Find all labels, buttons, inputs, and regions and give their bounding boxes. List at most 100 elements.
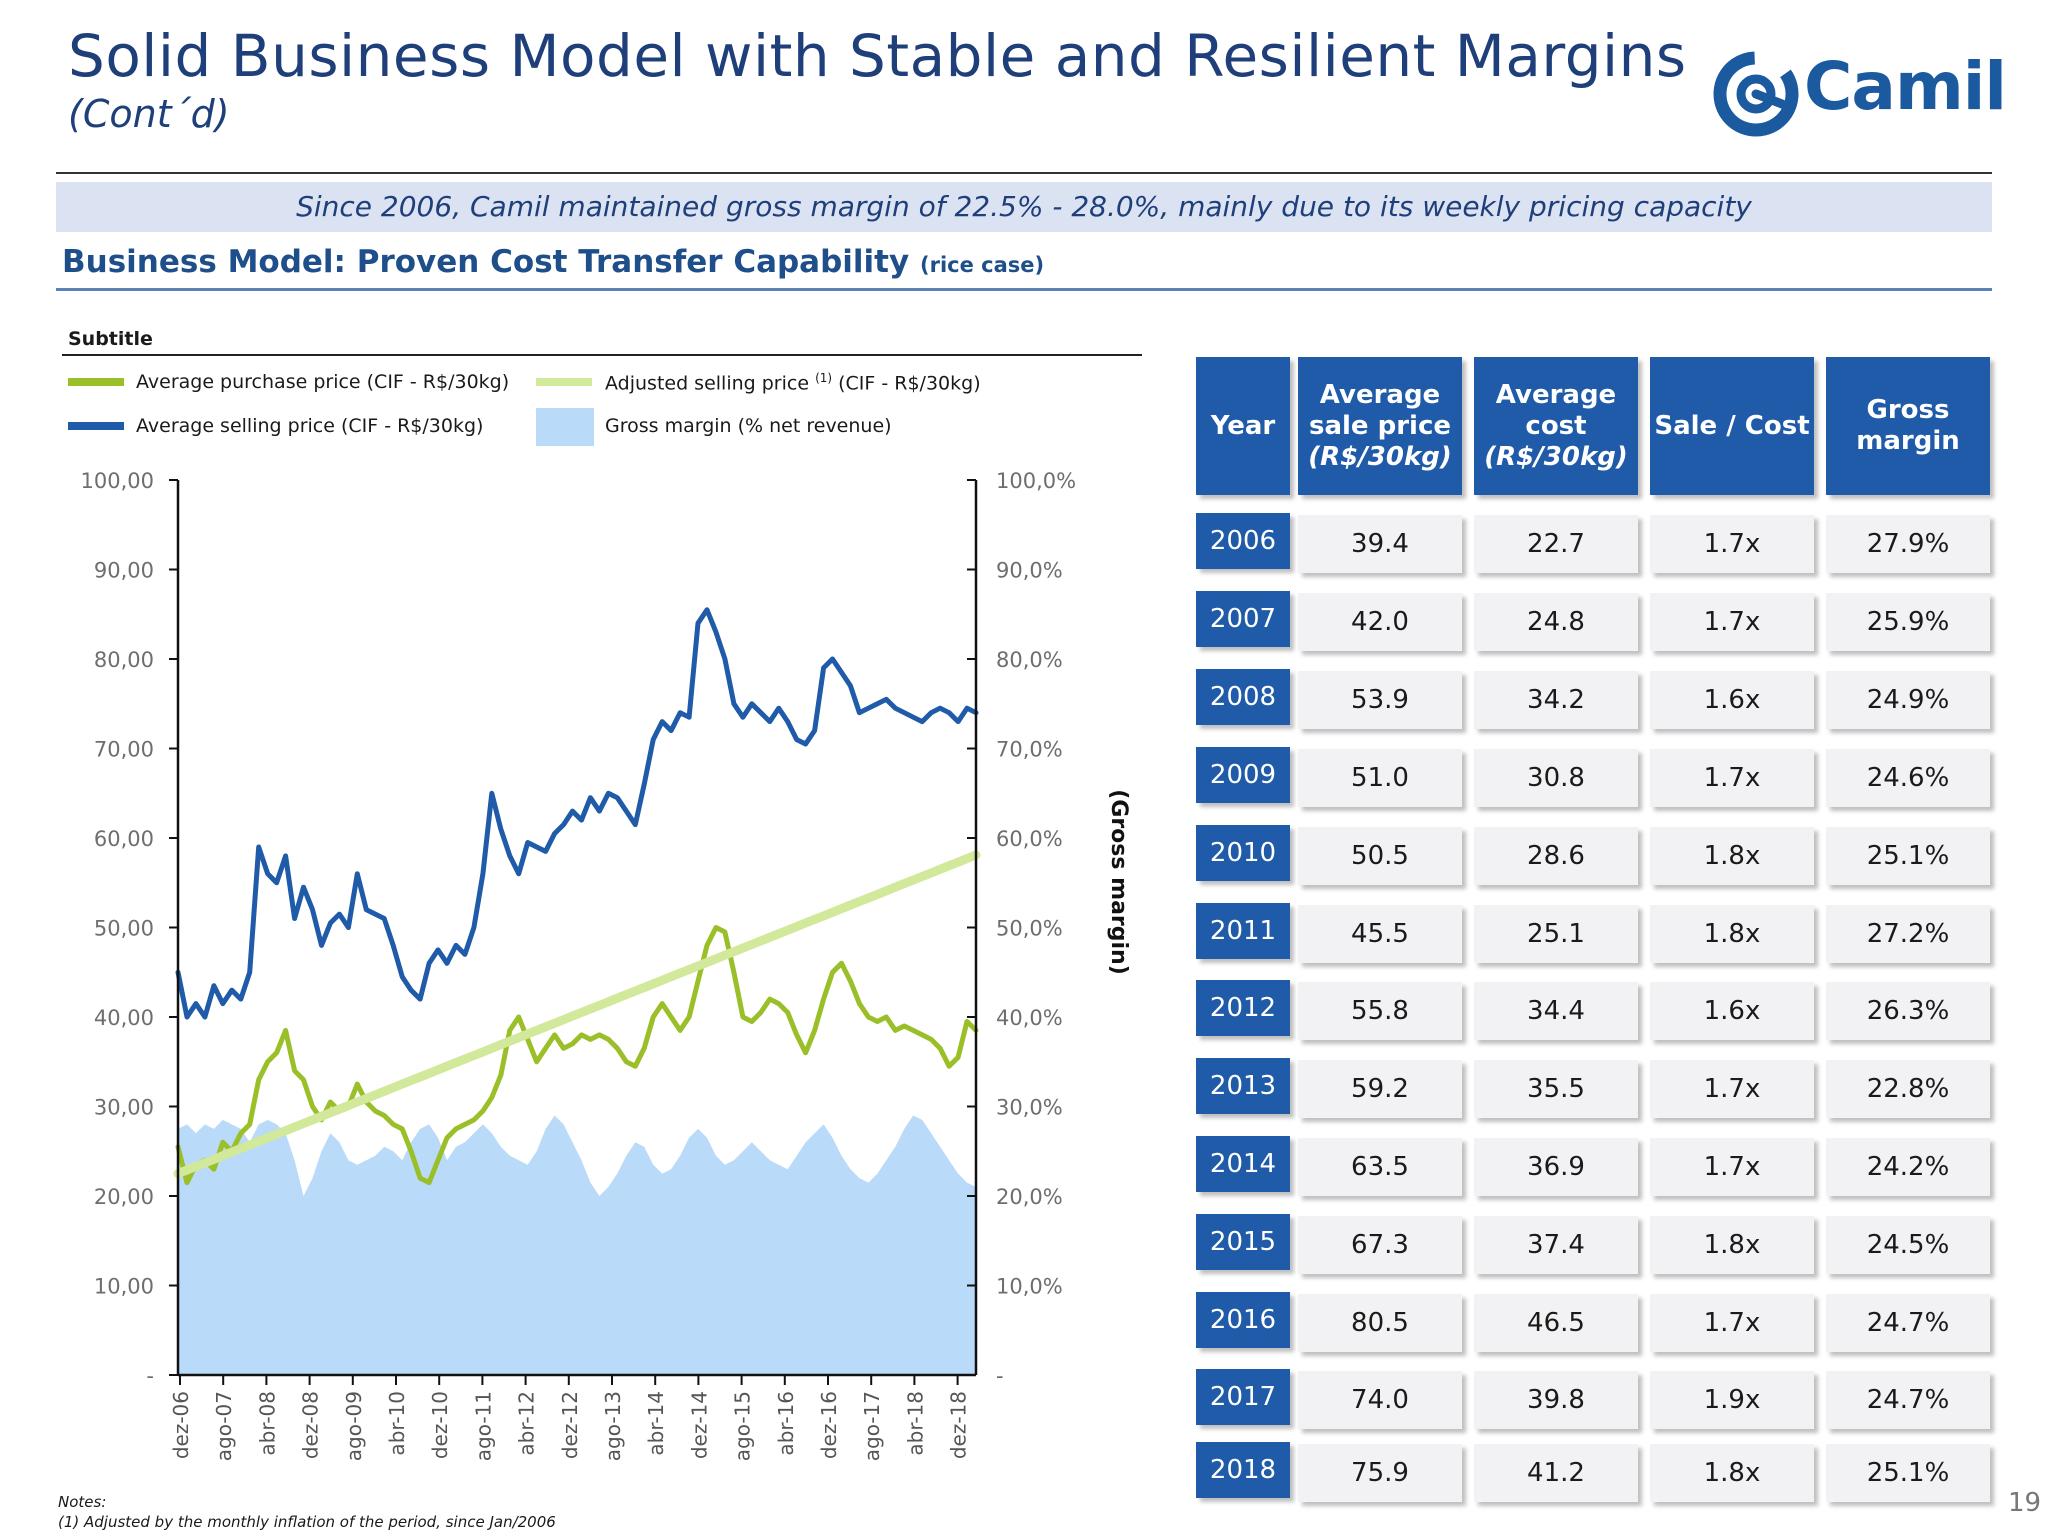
table-value-cell: 1.8x xyxy=(1650,905,1814,963)
y-left-tick-label: 100,00 xyxy=(81,469,154,493)
table-value-cell: 34.4 xyxy=(1474,982,1638,1040)
section-title: Business Model: Proven Cost Transfer Cap… xyxy=(62,244,1044,280)
table-value-cell: 24.7% xyxy=(1826,1371,1990,1429)
x-tick-label: abr-14 xyxy=(644,1391,668,1456)
y-right-tick-label: 20,0% xyxy=(996,1185,1063,1209)
table-year-cell: 2010 xyxy=(1196,825,1290,881)
y-left-tick-label: 70,00 xyxy=(94,738,154,762)
table-value-cell: 63.5 xyxy=(1298,1138,1462,1196)
table-value-cell: 75.9 xyxy=(1298,1444,1462,1502)
y-left-tick-label: 60,00 xyxy=(94,827,154,851)
x-tick-label: abr-12 xyxy=(515,1391,539,1456)
x-tick-label: dez-06 xyxy=(169,1391,193,1459)
legend-label-margin: Gross margin (% net revenue) xyxy=(605,415,892,437)
table-header-line: (R$/30kg) xyxy=(1484,441,1628,472)
y-left-tick-label: 50,00 xyxy=(94,917,154,941)
legend-swatch-selling xyxy=(68,422,124,430)
table-value-cell: 24.6% xyxy=(1826,749,1990,807)
legend-swatch-purchase xyxy=(68,378,124,386)
table-value-cell: 25.1% xyxy=(1826,827,1990,885)
table-value-cell: 45.5 xyxy=(1298,905,1462,963)
table-value-cell: 25.1 xyxy=(1474,905,1638,963)
table-value-cell: 1.8x xyxy=(1650,1216,1814,1274)
legend-label-adjusted-text: Adjusted selling price xyxy=(605,372,816,395)
table-header-line: cost xyxy=(1525,410,1587,441)
page-number: 19 xyxy=(2008,1488,2042,1518)
table-header-line: Sale / Cost xyxy=(1654,410,1810,441)
y-left-tick-label: 80,00 xyxy=(94,648,154,672)
x-tick-label: dez-14 xyxy=(687,1391,711,1459)
table-value-cell: 27.9% xyxy=(1826,515,1990,573)
y-right-tick-label: 50,0% xyxy=(996,917,1063,941)
table-value-cell: 55.8 xyxy=(1298,982,1462,1040)
legend-label-selling: Average selling price (CIF - R$/30kg) xyxy=(136,415,484,437)
table-value-cell: 74.0 xyxy=(1298,1371,1462,1429)
x-tick-label: abr-08 xyxy=(255,1391,279,1456)
selling-price-line xyxy=(175,607,979,1020)
table-value-cell: 39.4 xyxy=(1298,515,1462,573)
table-value-cell: 59.2 xyxy=(1298,1060,1462,1118)
table-year-cell: 2017 xyxy=(1196,1369,1290,1425)
table-value-cell: 25.9% xyxy=(1826,593,1990,651)
x-tick-label: dez-10 xyxy=(428,1391,452,1459)
y-right-tick-label: 100,0% xyxy=(996,469,1076,493)
table-header-label: Average sale price (R$/30kg) xyxy=(1308,380,1451,473)
table-value-cell: 41.2 xyxy=(1474,1444,1638,1502)
y-left-tick-label: 10,00 xyxy=(94,1275,154,1299)
x-tick-label: dez-18 xyxy=(947,1391,971,1459)
table-value-cell: 1.7x xyxy=(1650,1060,1814,1118)
table-year-cell: 2016 xyxy=(1196,1292,1290,1348)
table-value-cell: 28.6 xyxy=(1474,827,1638,885)
y-right-axis-title: (Gross margin) xyxy=(1106,789,1131,975)
table-header-cell: Gross margin xyxy=(1826,357,1990,495)
legend-label-adjusted: Adjusted selling price (1) (CIF - R$/30k… xyxy=(605,371,981,394)
table-header-line: (R$/30kg) xyxy=(1308,441,1452,472)
table-value-cell: 42.0 xyxy=(1298,593,1462,651)
y-left-tick-label: 20,00 xyxy=(94,1185,154,1209)
camil-logo: Camil xyxy=(1712,44,2007,140)
table-value-cell: 1.9x xyxy=(1650,1371,1814,1429)
table-value-cell: 30.8 xyxy=(1474,749,1638,807)
table-header-label: Sale / Cost xyxy=(1654,411,1809,442)
y-right-tick-label: 30,0% xyxy=(996,1096,1063,1120)
table-year-cell: 2015 xyxy=(1196,1214,1290,1270)
table-header-cell: Average cost (R$/30kg) xyxy=(1474,357,1638,495)
gross-margin-area xyxy=(178,1115,976,1375)
table-year-cell: 2018 xyxy=(1196,1442,1290,1498)
table-value-cell: 1.8x xyxy=(1650,827,1814,885)
table-header-line: sale price xyxy=(1308,410,1451,441)
table-value-cell: 50.5 xyxy=(1298,827,1462,885)
table-year-cell: 2008 xyxy=(1196,669,1290,725)
table-value-cell: 24.2% xyxy=(1826,1138,1990,1196)
table-value-cell: 1.7x xyxy=(1650,1294,1814,1352)
table-value-cell: 24.5% xyxy=(1826,1216,1990,1274)
x-tick-label: abr-18 xyxy=(903,1391,927,1456)
table-header-line: Average xyxy=(1319,379,1441,410)
table-value-cell: 26.3% xyxy=(1826,982,1990,1040)
x-tick-label: ago-17 xyxy=(860,1391,884,1461)
x-tick-label: ago-07 xyxy=(212,1391,236,1461)
table-value-cell: 39.8 xyxy=(1474,1371,1638,1429)
camil-logo-mark-icon xyxy=(1713,51,1799,137)
chart-subtitle-divider xyxy=(62,354,1142,356)
y-left-tick-label: 90,00 xyxy=(94,559,154,583)
table-year-cell: 2013 xyxy=(1196,1058,1290,1114)
y-right-tick-label: - xyxy=(996,1364,1004,1388)
table-value-cell: 24.9% xyxy=(1826,671,1990,729)
table-year-cell: 2012 xyxy=(1196,980,1290,1036)
table-value-cell: 1.7x xyxy=(1650,593,1814,651)
table-header-cell: Average sale price (R$/30kg) xyxy=(1298,357,1462,495)
table-value-cell: 1.7x xyxy=(1650,749,1814,807)
table-value-cell: 34.2 xyxy=(1474,671,1638,729)
x-tick-label: dez-16 xyxy=(817,1391,841,1459)
table-value-cell: 67.3 xyxy=(1298,1216,1462,1274)
camil-logo-text: Camil xyxy=(1804,48,2007,125)
table-header-line: Year xyxy=(1210,410,1276,441)
legend-footnote-marker: (1) xyxy=(815,371,833,385)
x-tick-label: dez-08 xyxy=(299,1391,323,1459)
section-title-suffix: (rice case) xyxy=(919,253,1045,277)
y-left-tick-label: 30,00 xyxy=(94,1096,154,1120)
purchase-price-line xyxy=(175,925,979,1186)
table-value-cell: 46.5 xyxy=(1474,1294,1638,1352)
adjusted-price-line xyxy=(173,850,981,1179)
